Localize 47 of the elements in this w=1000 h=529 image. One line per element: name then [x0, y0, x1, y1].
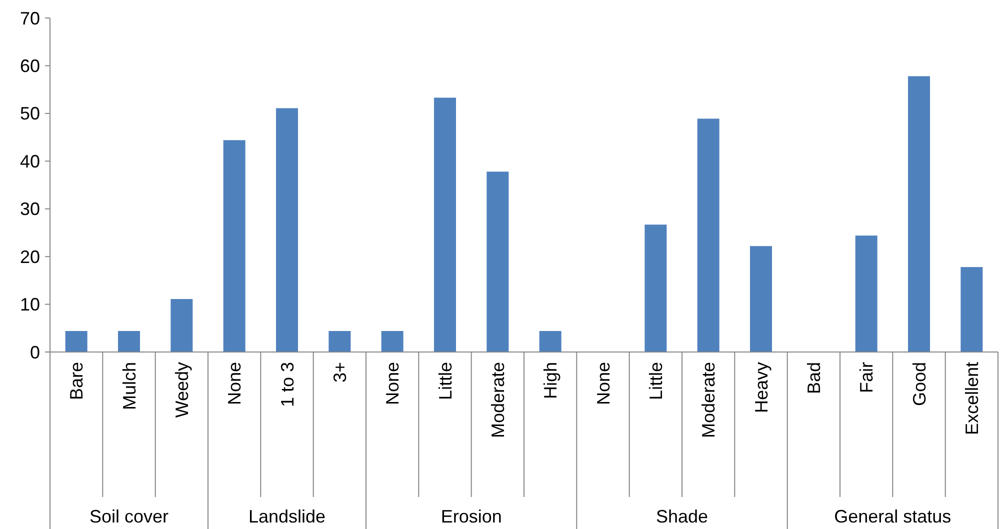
bar: [750, 246, 772, 352]
text: Erosion: [440, 506, 502, 526]
bar: [908, 76, 930, 352]
x-tick-label: Fair: [856, 362, 877, 393]
bar: [65, 331, 88, 352]
x-tick-label: Little: [646, 362, 666, 400]
x-tick-label: Little: [435, 362, 456, 400]
bar: [486, 172, 509, 352]
y-tick-label: 70: [20, 8, 40, 28]
bar: [328, 331, 351, 352]
x-tick-label: Bare: [66, 362, 87, 400]
text: General status: [834, 506, 952, 526]
y-tick-label: 50: [20, 104, 40, 124]
x-tick-label: Moderate: [698, 362, 719, 438]
x-tick-label: High: [540, 362, 561, 400]
x-tick-label: None: [593, 362, 614, 406]
bar: [276, 108, 298, 352]
bar: [381, 331, 404, 352]
bar: [960, 267, 983, 352]
bar: [170, 299, 193, 352]
y-tick-label: 10: [20, 294, 40, 315]
x-tick-label: Weedy: [172, 362, 192, 418]
x-tick-label: Bad: [804, 362, 824, 394]
x-tick-label: Mulch: [119, 362, 140, 410]
text: Soil cover: [89, 506, 169, 526]
bar: [434, 98, 456, 352]
x-tick-label: None: [382, 362, 403, 406]
y-tick-label: 40: [20, 151, 40, 172]
bar: [644, 224, 667, 352]
x-tick-label: 3+: [330, 362, 350, 383]
y-tick-label: 30: [20, 199, 40, 220]
text: Shade: [656, 506, 708, 526]
y-tick-label: 0: [30, 342, 40, 362]
bar: [539, 331, 562, 352]
x-tick-label: Moderate: [488, 362, 508, 438]
bar: [118, 331, 140, 352]
y-tick-label: 60: [20, 56, 40, 76]
x-tick-label: Good: [909, 362, 930, 406]
x-tick-label: 1 to 3: [277, 362, 298, 408]
x-tick-label: None: [224, 362, 245, 406]
x-tick-label: Excellent: [962, 362, 982, 436]
bar: [697, 118, 720, 352]
x-tick-label: Heavy: [751, 362, 772, 414]
bar: [223, 140, 246, 352]
y-tick-label: 20: [20, 246, 40, 267]
text: Landslide: [248, 506, 326, 526]
bar: [855, 236, 878, 352]
